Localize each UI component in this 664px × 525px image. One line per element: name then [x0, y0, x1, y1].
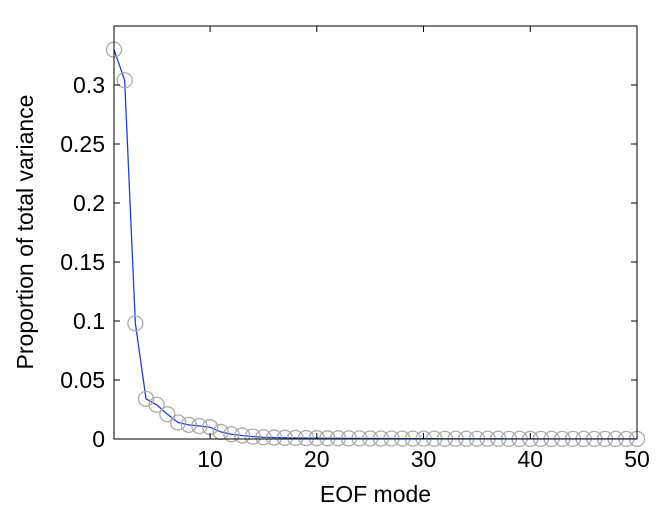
data-point-marker [340, 430, 357, 447]
data-point-marker [137, 390, 155, 408]
data-point-marker [244, 428, 261, 445]
y-tick-label: 0.15 [60, 249, 105, 275]
x-tick-label: 50 [624, 446, 650, 472]
y-tick-label: 0.3 [73, 72, 105, 98]
y-tick-label: 0.05 [60, 367, 105, 393]
plot-background [114, 26, 637, 439]
data-point-marker [223, 426, 240, 443]
x-tick-label: 10 [197, 446, 223, 472]
y-tick-label: 0.25 [60, 131, 105, 157]
y-tick-label: 0.2 [73, 190, 105, 216]
x-tick-label: 20 [304, 446, 330, 472]
y-axis-title: Proportion of total variance [12, 95, 38, 370]
data-point-marker [329, 430, 347, 447]
data-point-marker [255, 429, 272, 446]
data-point-marker [191, 417, 208, 435]
data-point-marker [287, 429, 304, 447]
data-point-marker [308, 430, 325, 447]
data-point-marker [233, 427, 251, 444]
data-point-marker [180, 416, 197, 433]
x-tick-label: 40 [517, 446, 543, 472]
axes-box [113, 25, 638, 440]
y-tick-label: 0 [92, 426, 105, 452]
x-axis-title: EOF mode [320, 481, 431, 507]
data-point-marker [297, 429, 315, 447]
data-point-marker [159, 406, 176, 423]
data-point-marker [319, 430, 336, 447]
data-point-marker [351, 430, 368, 447]
tick-layer: 10 20 30 40 50 0 0.05 0.1 0.15 0.2 0.25 0.3 [60, 26, 650, 472]
y-tick-label: 0.1 [73, 308, 105, 334]
data-point-marker [265, 429, 283, 446]
data-point-marker [169, 414, 187, 431]
x-tick-label: 30 [411, 446, 437, 472]
data-point-marker [276, 429, 293, 446]
data-point-marker [127, 315, 144, 332]
axes-frame [113, 25, 638, 440]
data-point-marker [148, 396, 165, 413]
data-point-marker [116, 72, 133, 89]
